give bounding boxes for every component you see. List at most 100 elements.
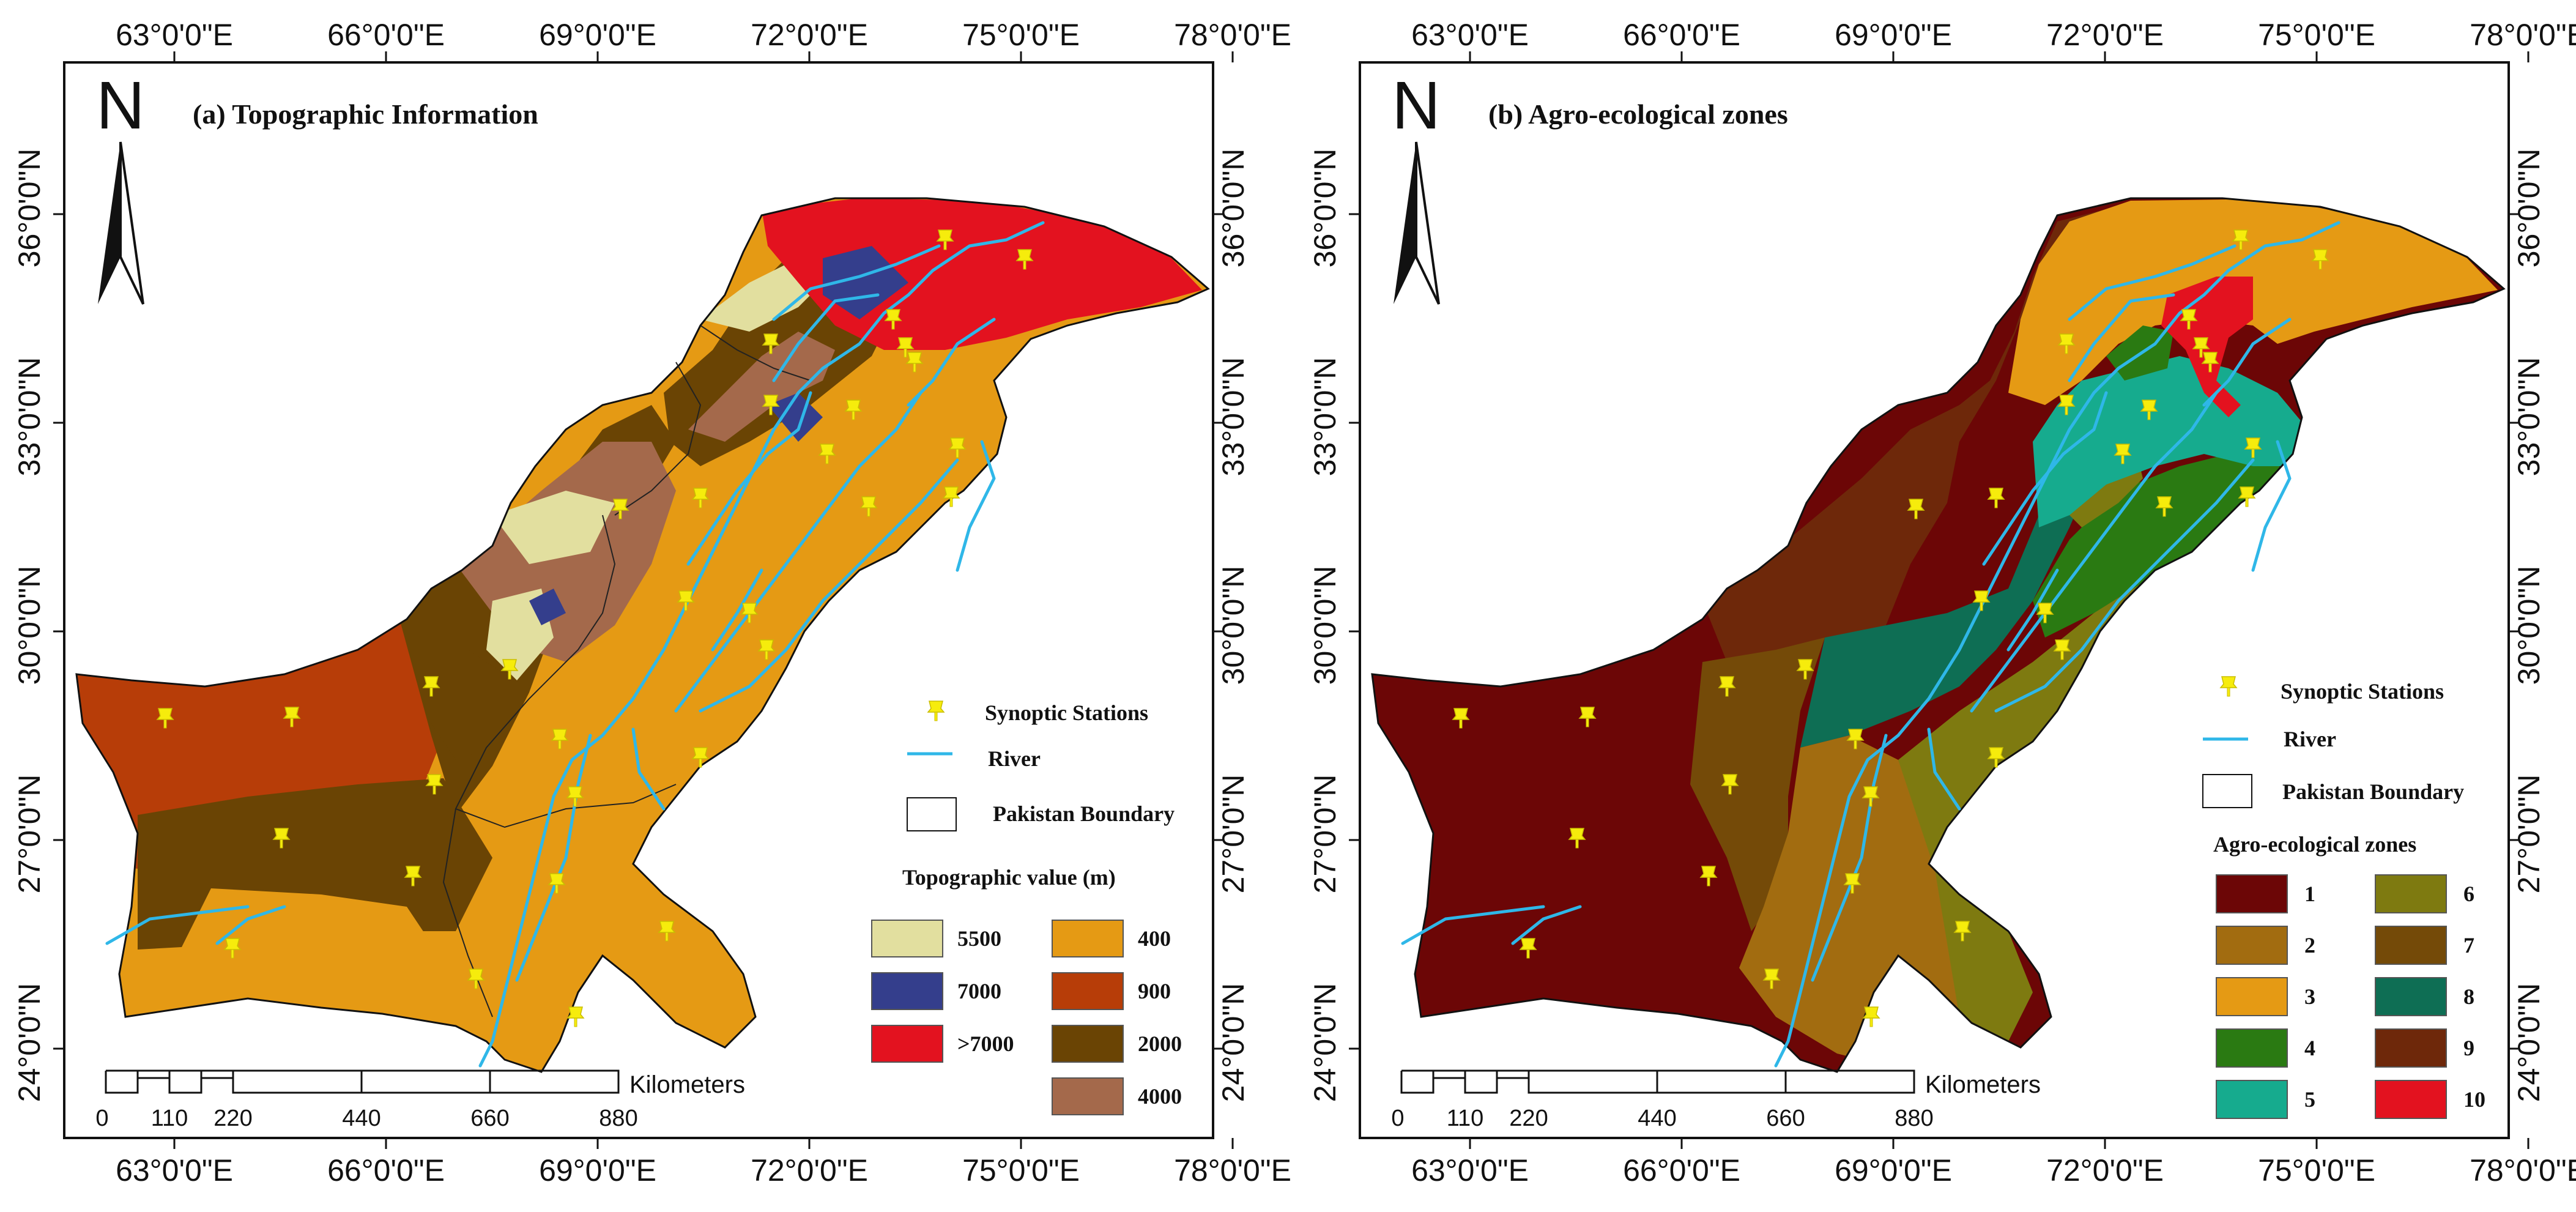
y-tick-label-right: 33°0'0"N <box>1216 357 1250 477</box>
boundary-box-icon <box>2202 774 2252 808</box>
legend-label: Pakistan Boundary <box>993 801 1175 826</box>
legend-item-boundary: Pakistan Boundary <box>907 797 1175 831</box>
x-tick-label-top: 63°0'0"E <box>1411 18 1529 52</box>
legend-swatch-label: 6 <box>2463 882 2474 906</box>
x-tick-label-top: 78°0'0"E <box>1174 18 1291 52</box>
legend-swatch <box>2375 1080 2447 1119</box>
y-tick-label-right: 36°0'0"N <box>1216 149 1250 268</box>
legend-swatch-label: 3 <box>2304 984 2315 1009</box>
scale-label: 0 <box>95 1106 108 1131</box>
legend-swatch <box>2216 977 2288 1016</box>
scale-label: 880 <box>599 1106 637 1131</box>
x-tick-label-bottom: 69°0'0"E <box>539 1153 656 1188</box>
x-tick-label-top: 66°0'0"E <box>1623 18 1740 52</box>
x-tick-label-bottom: 75°0'0"E <box>2258 1153 2375 1188</box>
legend-swatch <box>2216 874 2288 913</box>
legend-item-boundary: Pakistan Boundary <box>2202 774 2464 808</box>
legend-swatch <box>2216 926 2288 965</box>
legend-label: River <box>2284 727 2336 751</box>
x-tick-label-bottom: 75°0'0"E <box>962 1153 1080 1188</box>
legend-swatch-label: 8 <box>2463 984 2474 1009</box>
north-arrow-icon <box>1394 141 1440 305</box>
scale-label: 0 <box>1391 1106 1404 1131</box>
x-tick-label-top: 78°0'0"E <box>2470 18 2576 52</box>
rivers <box>105 221 1045 1068</box>
legend-swatch-label: 400 <box>1138 926 1171 951</box>
scale-label: 110 <box>151 1106 188 1131</box>
x-tick-label-top: 69°0'0"E <box>1835 18 1952 52</box>
scale-label: 110 <box>1447 1106 1484 1131</box>
axes-topographic: 63°0'0"E 63°0'0"E 66°0'0"E 66°0'0"E 69°0'0"E… <box>12 18 1291 1188</box>
x-tick-label-top: 69°0'0"E <box>539 18 656 52</box>
y-tick-label-left: 30°0'0"N <box>12 566 46 685</box>
axes-agro-ecological: 63°0'0"E 63°0'0"E 66°0'0"E 66°0'0"E 69°0'0"E… <box>1308 18 2576 1188</box>
x-tick-label-top: 72°0'0"E <box>2046 18 2164 52</box>
legend-swatch <box>2216 1080 2288 1119</box>
y-tick-label-left: 30°0'0"N <box>1308 566 1342 685</box>
x-tick-label-bottom: 63°0'0"E <box>1411 1153 1529 1188</box>
y-tick-label-left: 24°0'0"N <box>1308 983 1342 1102</box>
scale-label: 220 <box>1509 1106 1548 1131</box>
scale-bar: Kilometers 0 110 220 440 660 880 <box>95 1069 745 1131</box>
legend-swatch-label: 900 <box>1138 979 1171 1003</box>
north-label: N <box>1392 68 1440 143</box>
panel-topographic: (a) Topographic Information N Synoptic S… <box>63 61 1214 1139</box>
x-tick-label-bottom: 66°0'0"E <box>1623 1153 1740 1188</box>
legend-swatch <box>1052 1025 1124 1063</box>
legend-swatch <box>2375 977 2447 1016</box>
scale-label: 880 <box>1895 1106 1933 1131</box>
x-tick-label-top: 75°0'0"E <box>2258 18 2375 52</box>
legend-swatch-label: 1 <box>2304 882 2315 906</box>
y-tick-label-right: 27°0'0"N <box>1216 775 1250 894</box>
scale-label: 660 <box>1766 1106 1805 1131</box>
rivers <box>1401 221 2340 1068</box>
y-tick-label-left: 33°0'0"N <box>12 357 46 477</box>
legend-label: Synoptic Stations <box>2281 679 2444 704</box>
legend-swatch-label: 5 <box>2304 1087 2315 1112</box>
legend-swatch-label: 2 <box>2304 933 2315 957</box>
north-label: N <box>96 68 144 143</box>
boundary-box-icon <box>907 797 957 831</box>
legend-item-stations: Synoptic Stations <box>2220 676 2444 704</box>
y-tick-label-left: 33°0'0"N <box>1308 357 1342 477</box>
legend-swatch-label: 9 <box>2463 1036 2474 1060</box>
legend-item-stations: Synoptic Stations <box>927 701 1148 725</box>
y-tick-label-right: 33°0'0"N <box>2512 357 2546 477</box>
legend-swatch-label: 7 <box>2463 933 2474 957</box>
panel-title: (a) Topographic Information <box>193 99 538 130</box>
legend-swatch <box>871 972 943 1010</box>
y-tick-label-right: 24°0'0"N <box>1216 983 1250 1102</box>
legend-swatch <box>871 920 943 957</box>
y-tick-label-left: 27°0'0"N <box>1308 775 1342 894</box>
legend-swatch <box>871 1025 943 1063</box>
legend-item-river: River <box>907 746 1041 771</box>
x-tick-label-bottom: 78°0'0"E <box>1174 1153 1291 1188</box>
legend-swatch-label: 4000 <box>1138 1084 1182 1109</box>
x-tick-label-bottom: 69°0'0"E <box>1835 1153 1952 1188</box>
x-tick-label-top: 63°0'0"E <box>116 18 233 52</box>
legend-swatch <box>1052 920 1124 957</box>
legend-item-river: River <box>2203 727 2336 751</box>
x-tick-label-bottom: 72°0'0"E <box>2046 1153 2164 1188</box>
legend-swatch <box>1052 1077 1124 1115</box>
x-tick-label-bottom: 66°0'0"E <box>327 1153 445 1188</box>
x-tick-label-top: 75°0'0"E <box>962 18 1080 52</box>
legend: Synoptic Stations River Pakistan Boundar… <box>2202 676 2485 1119</box>
legend: Synoptic Stations River Pakistan Boundar… <box>871 701 1182 1115</box>
legend-swatch-label: >7000 <box>957 1032 1014 1056</box>
scale-unit: Kilometers <box>1925 1071 2041 1098</box>
x-tick-label-bottom: 78°0'0"E <box>2470 1153 2576 1188</box>
x-tick-label-top: 66°0'0"E <box>327 18 445 52</box>
legend-swatch-label: 10 <box>2463 1087 2485 1112</box>
x-tick-label-top: 72°0'0"E <box>751 18 868 52</box>
x-tick-label-bottom: 63°0'0"E <box>116 1153 233 1188</box>
legend-swatch-label: 4 <box>2304 1036 2315 1060</box>
legend-swatch <box>2216 1028 2288 1068</box>
legend-swatch <box>2375 926 2447 965</box>
panel-agro-ecological: (b) Agro-ecological zones N Synoptic Sta… <box>1359 61 2510 1139</box>
y-tick-label-right: 30°0'0"N <box>1216 566 1250 685</box>
y-tick-label-right: 30°0'0"N <box>2512 566 2546 685</box>
legend-label: Pakistan Boundary <box>2282 779 2464 804</box>
